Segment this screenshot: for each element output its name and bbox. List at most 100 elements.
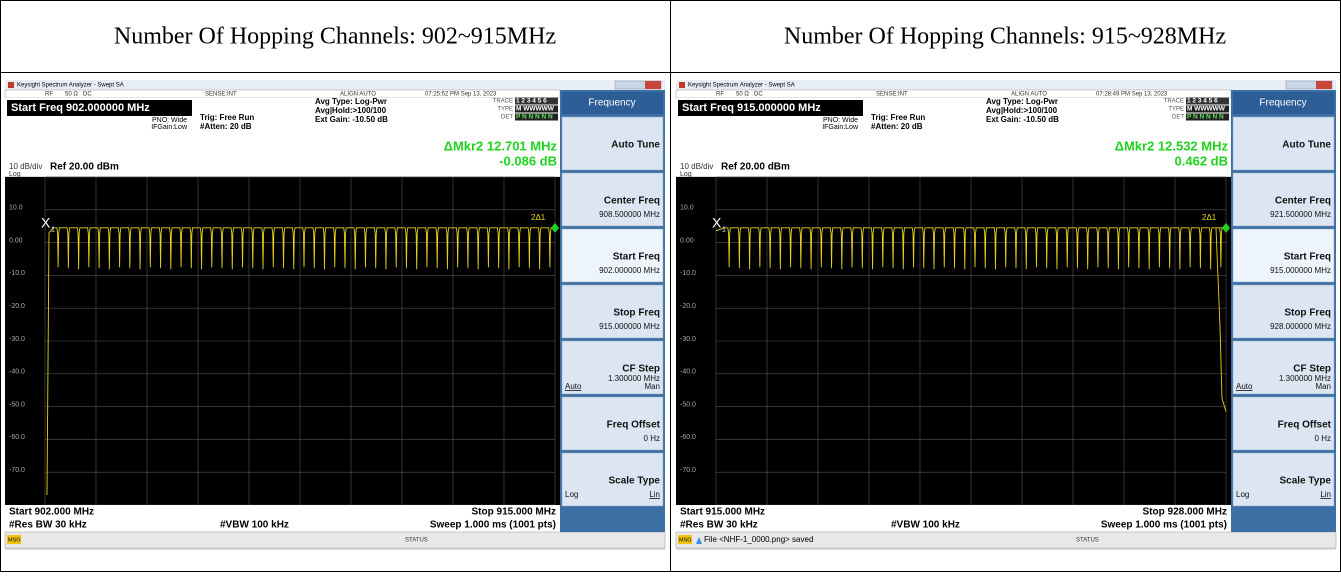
footer-text: Start 902.000 MHz	[9, 507, 94, 518]
setting: Avg Type: Log-Pwr	[986, 97, 1058, 106]
status-item: RF	[45, 92, 53, 98]
y-axis-label: -60.0	[680, 434, 696, 441]
y-axis-label: -10.0	[680, 270, 696, 277]
marker-symbol: X	[712, 215, 722, 231]
status-label: STATUS	[405, 538, 428, 544]
active-function: Start Freq 915.000000 MHz	[682, 102, 821, 114]
setting: Ext Gain: -10.50 dB	[986, 115, 1059, 124]
footer-text: #VBW 100 kHz	[891, 520, 960, 531]
trace-value: P N N N N N	[516, 114, 553, 121]
app-icon	[679, 82, 685, 88]
y-axis-label: -40.0	[680, 369, 696, 376]
softkey-option: Lin	[649, 490, 660, 499]
delta-marker: 2Δ1	[531, 213, 546, 222]
softkey-value: 0 Hz	[644, 434, 660, 443]
y-axis-label: -60.0	[9, 434, 25, 441]
status-item: SENSE:INT	[876, 92, 908, 98]
y-axis-label: -30.0	[9, 336, 25, 343]
marker-symbol: X	[41, 215, 51, 231]
trace-label: TYPE	[1168, 107, 1184, 113]
setting: Avg Type: Log-Pwr	[315, 97, 387, 106]
trace-value: M WWWWW	[516, 106, 555, 113]
scale-type: Log	[9, 171, 21, 178]
softkey-label: Auto Tune	[611, 140, 660, 151]
setting: PNO: Wide	[152, 117, 187, 124]
softkey-value: 915.000000 MHz	[599, 322, 660, 331]
softkey-label: CF Step	[1293, 364, 1331, 375]
menu-title: Frequency	[1259, 98, 1306, 109]
trace-value: 1 2 3 4 5 6	[1187, 98, 1218, 105]
status-item: DC	[83, 92, 92, 98]
setting: Trig: Free Run	[200, 113, 254, 122]
softkey-value: 902.000000 MHz	[599, 266, 660, 275]
status-label: STATUS	[1076, 538, 1099, 544]
status-bar	[5, 532, 665, 548]
msg-label: MSG	[8, 537, 21, 543]
setting: IFGain:Low	[151, 124, 188, 131]
footer-text: Stop 915.000 MHz	[472, 507, 556, 518]
marker-readout: -0.086 dB	[499, 153, 557, 168]
softkey-label: Auto Tune	[1282, 140, 1331, 151]
softkey-label: Start Freq	[613, 252, 660, 263]
marker-readout: ΔMkr2 12.532 MHz	[1115, 138, 1229, 153]
trace-label: DET	[501, 115, 513, 121]
y-axis-label: -30.0	[680, 336, 696, 343]
softkey-label: Stop Freq	[613, 308, 660, 319]
status-item: DC	[754, 92, 763, 98]
msg-label: MSG	[679, 537, 692, 543]
delta-marker: 2Δ1	[1202, 213, 1217, 222]
softkey-value: 915.000000 MHz	[1270, 266, 1331, 275]
marker-readout: ΔMkr2 12.701 MHz	[444, 138, 558, 153]
setting: Avg|Hold:>100/100	[986, 106, 1058, 115]
softkey-option: Auto	[565, 382, 582, 391]
y-axis-label: 10.0	[680, 205, 694, 212]
status-item: 50 Ω	[736, 92, 749, 98]
softkey-option: Lin	[1320, 490, 1331, 499]
close-button	[1316, 81, 1332, 89]
y-axis-label: -50.0	[680, 401, 696, 408]
setting: #Atten: 20 dB	[200, 122, 252, 131]
softkey-value: 0 Hz	[1315, 434, 1331, 443]
analyzer-screen: Keysight Spectrum Analyzer - Swept SARF5…	[5, 80, 665, 550]
setting: Trig: Free Run	[871, 113, 925, 122]
y-axis-label: -20.0	[9, 303, 25, 310]
softkey-label: Scale Type	[1279, 476, 1331, 487]
trace-label: TRACE	[493, 99, 513, 105]
softkey-option: Log	[565, 490, 578, 499]
footer-text: Stop 928.000 MHz	[1143, 507, 1227, 518]
trace-label: TYPE	[497, 107, 513, 113]
scale-per-div: 10 dB/div	[680, 162, 713, 171]
status-item: 50 Ω	[65, 92, 78, 98]
softkey-label: CF Step	[622, 364, 660, 375]
y-axis-label: -20.0	[680, 303, 696, 310]
y-axis-label: -40.0	[9, 369, 25, 376]
marker-readout: 0.462 dB	[1175, 153, 1228, 168]
marker-number: 1	[51, 227, 55, 234]
scale-per-div: 10 dB/div	[9, 162, 42, 171]
status-item: SENSE:INT	[205, 92, 237, 98]
softkey-label: Start Freq	[1284, 252, 1331, 263]
page: Number Of Hopping Channels: 902~915MHz N…	[0, 0, 1341, 572]
setting: Ext Gain: -10.50 dB	[315, 115, 388, 124]
footer-text: #Res BW 30 kHz	[680, 520, 758, 531]
setting: IFGain:Low	[822, 124, 859, 131]
y-axis-label: 0.00	[9, 237, 23, 244]
footer-text: Sweep 1.000 ms (1001 pts)	[1101, 520, 1227, 531]
setting: #Atten: 20 dB	[871, 122, 923, 131]
app-icon	[8, 82, 14, 88]
document: Number Of Hopping Channels: 902~915MHz N…	[0, 0, 1341, 572]
status-item: RF	[716, 92, 724, 98]
window-title: Keysight Spectrum Analyzer - Swept SA	[688, 83, 795, 89]
menu-title: Frequency	[588, 98, 635, 109]
status-item: 07:25:52 PM Sep 13, 2023	[425, 92, 497, 98]
trace-label: TRACE	[1164, 99, 1184, 105]
trace-value: M WWWWW	[1187, 106, 1226, 113]
trace-value: P N N N N N	[1187, 114, 1224, 121]
status-message: File <NHF-1_0000.png> saved	[704, 535, 813, 544]
y-axis-label: -50.0	[9, 401, 25, 408]
active-function: Start Freq 902.000000 MHz	[11, 102, 150, 114]
softkey-value: 908.500000 MHz	[599, 210, 660, 219]
footer-text: Start 915.000 MHz	[680, 507, 765, 518]
y-axis-label: -70.0	[9, 467, 25, 474]
softkey-value: 921.500000 MHz	[1270, 210, 1331, 219]
